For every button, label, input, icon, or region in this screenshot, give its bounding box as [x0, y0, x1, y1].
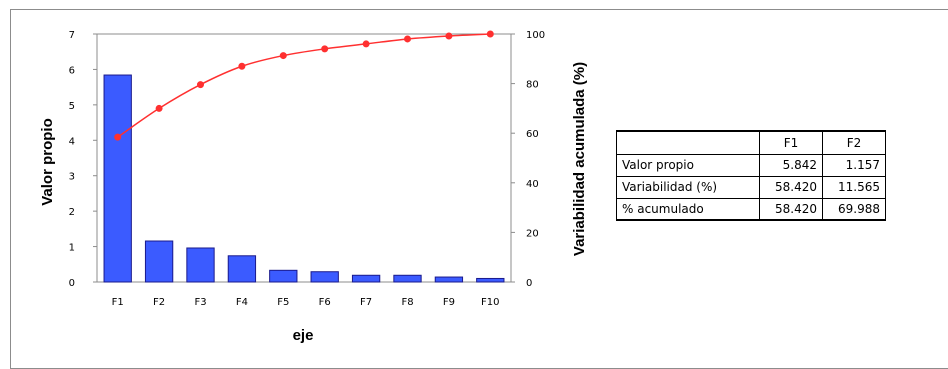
y-tick-label: 4	[69, 136, 75, 147]
table-header-row: F1 F2	[616, 130, 886, 155]
y-axis-title: Valor propio	[39, 118, 56, 206]
plot-area	[96, 33, 512, 283]
table-cell: 5.842	[759, 153, 823, 177]
bar-valor-propio	[186, 247, 215, 283]
cumulative-point	[321, 45, 329, 53]
table-row: Variabilidad (%) 58.420 11.565	[616, 175, 886, 199]
y-tick-label: 3	[69, 172, 75, 183]
table-cell: 69.988	[822, 197, 886, 221]
y-tick-label: 7	[69, 30, 75, 41]
cumulative-point	[445, 32, 453, 40]
cumulative-point	[362, 40, 370, 48]
table-cell: 11.565	[822, 175, 886, 199]
table-cell: 1.157	[822, 153, 886, 177]
bar-valor-propio	[476, 277, 505, 283]
x-tick-label: F1	[112, 297, 124, 308]
bar-valor-propio	[393, 274, 422, 283]
table-row: % acumulado 58.420 69.988	[616, 197, 886, 221]
bar-valor-propio	[269, 269, 298, 283]
table-row: Valor propio 5.842 1.157	[616, 153, 886, 177]
table-header-cell: F1	[759, 130, 823, 155]
bar-valor-propio	[351, 274, 381, 283]
x-tick-label: F9	[443, 297, 455, 308]
y2-tick-label: 60	[526, 129, 539, 140]
cumulative-point	[404, 35, 411, 43]
x-tick-label: F4	[236, 297, 248, 308]
y2-tick-label: 20	[526, 228, 539, 239]
table-row-label: Variabilidad (%)	[616, 175, 760, 199]
x-tick-label: F8	[401, 297, 413, 308]
cumulative-point	[279, 52, 287, 60]
table-cell: 58.420	[759, 175, 823, 199]
x-tick-label: F10	[481, 297, 499, 308]
table-row-label: % acumulado	[616, 197, 760, 221]
cumulative-point	[114, 133, 122, 141]
y2-tick-label: 0	[526, 278, 532, 289]
x-tick-label: F6	[319, 297, 331, 308]
cumulative-point	[155, 104, 163, 112]
y-tick-label: 6	[69, 65, 75, 76]
x-axis-title: eje	[293, 327, 314, 344]
table-row-label: Valor propio	[616, 153, 760, 177]
y-tick-label: 0	[69, 278, 75, 289]
x-tick-label: F7	[360, 297, 372, 308]
cumulative-point	[486, 30, 494, 38]
bar-valor-propio	[227, 255, 257, 283]
x-tick-label: F5	[277, 297, 289, 308]
table-corner-cell	[616, 130, 760, 155]
pareto-chart: Valor propio Variabilidad acumulada (%) …	[39, 30, 588, 344]
table-header-cell: F2	[822, 130, 886, 155]
y-tick-label: 2	[69, 207, 75, 218]
cumulative-point	[197, 81, 204, 89]
y2-tick-label: 80	[526, 80, 539, 91]
y2-axis-title: Variabilidad acumulada (%)	[571, 62, 588, 256]
y2-tick-label: 40	[526, 179, 539, 190]
table-cell: 58.420	[759, 197, 823, 221]
y-tick-label: 5	[69, 101, 75, 112]
bar-valor-propio	[103, 74, 132, 283]
x-tick-label: F3	[194, 297, 206, 308]
y-tick-label: 1	[69, 243, 75, 254]
bar-valor-propio	[144, 240, 174, 283]
cumulative-line	[117, 33, 491, 138]
x-tick-label: F2	[153, 297, 165, 308]
bar-valor-propio	[310, 271, 339, 283]
y2-tick-label: 100	[526, 30, 545, 41]
cumulative-point	[238, 62, 246, 70]
eigenvalue-table: F1 F2 Valor propio 5.842 1.157 Variabili…	[616, 130, 886, 221]
bar-valor-propio	[434, 276, 464, 283]
